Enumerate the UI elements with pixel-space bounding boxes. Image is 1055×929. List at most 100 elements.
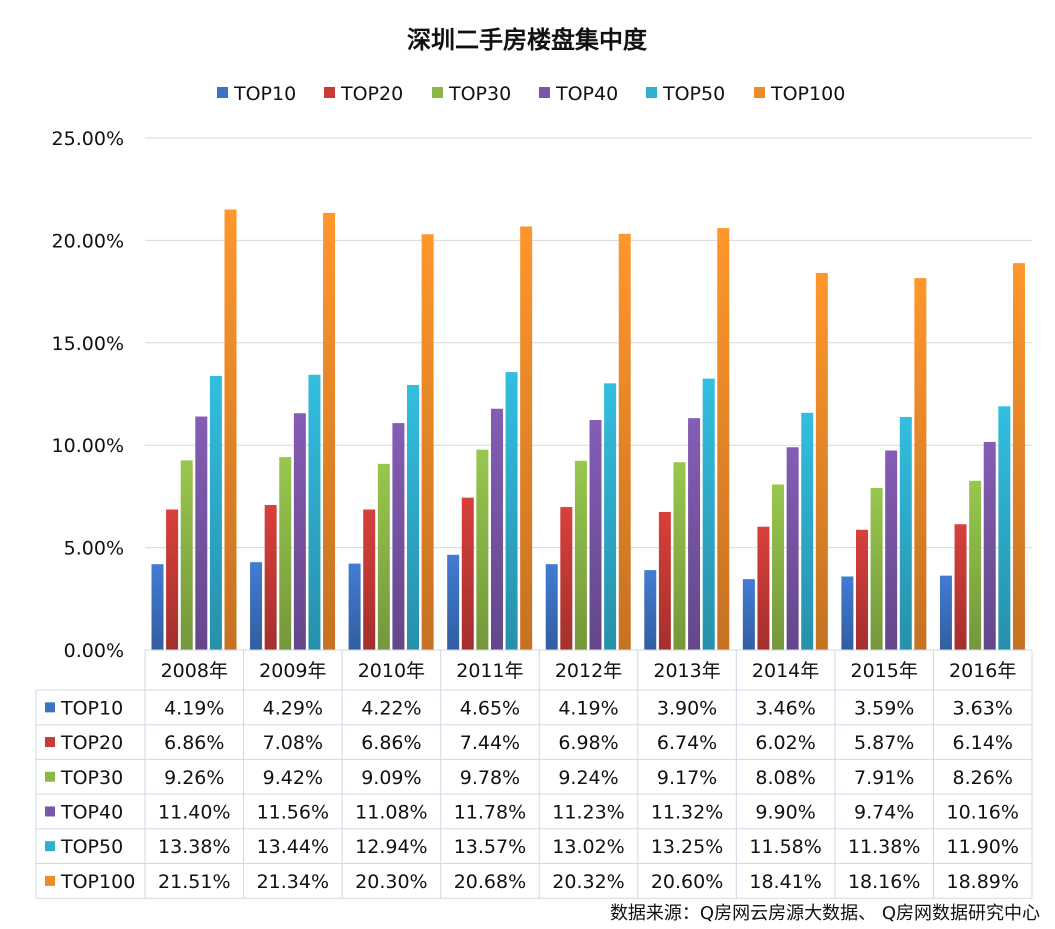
legend-swatch <box>539 87 550 98</box>
bar-top50 <box>505 372 518 650</box>
data-label: 18.16% <box>848 871 920 893</box>
data-label: 20.68% <box>454 871 526 893</box>
bar-top30 <box>969 480 982 650</box>
data-label: 9.90% <box>755 801 815 823</box>
bar-top10 <box>841 576 854 650</box>
bar-top30 <box>476 449 489 650</box>
bar-top30 <box>870 488 883 650</box>
bar-top30 <box>377 463 390 650</box>
data-label: 9.09% <box>361 767 421 789</box>
bar-top20 <box>658 511 671 650</box>
data-label: 6.98% <box>558 732 618 754</box>
data-label: 3.59% <box>854 697 914 719</box>
bar-top30 <box>673 462 686 650</box>
legend-label: TOP40 <box>555 83 618 105</box>
bars <box>151 209 1025 651</box>
bar-top40 <box>983 441 996 650</box>
table-row: TOP100 21.51% 21.34% 20.30% 20.68% 20.32% 20.6… <box>45 871 1019 893</box>
bar-top10 <box>742 579 755 650</box>
bar-top10 <box>545 564 558 650</box>
bar-top30 <box>574 460 587 650</box>
data-label: 11.56% <box>257 801 329 823</box>
bar-top20 <box>560 507 573 650</box>
row-label: TOP10 <box>60 697 123 719</box>
x-tick-label: 2016年 <box>949 660 1016 682</box>
bar-top50 <box>308 374 321 650</box>
data-label: 4.19% <box>558 697 618 719</box>
row-swatch <box>45 737 55 748</box>
bar-top10 <box>250 562 263 650</box>
data-label: 11.90% <box>946 836 1018 858</box>
bar-top100 <box>815 272 828 650</box>
bar-top40 <box>490 408 503 650</box>
data-label: 11.58% <box>749 836 821 858</box>
data-label: 9.42% <box>263 767 323 789</box>
x-tick-label: 2013年 <box>653 660 720 682</box>
bar-top10 <box>939 575 952 650</box>
table-row: TOP10 4.19% 4.29% 4.22% 4.65% 4.19% 3.90% 3.46%… <box>45 697 1013 719</box>
x-tick-label: 2012年 <box>555 660 622 682</box>
bar-top100 <box>421 234 434 651</box>
legend-label: TOP50 <box>662 83 725 105</box>
data-label: 4.65% <box>460 697 520 719</box>
legend: TOP10 TOP20 TOP30 TOP40 TOP50 TOP100 <box>217 83 845 105</box>
bar-top40 <box>786 447 799 650</box>
bar-top10 <box>151 564 164 650</box>
legend-swatch <box>646 87 657 98</box>
bar-top100 <box>717 228 730 650</box>
y-tick-label: 5.00% <box>64 538 124 560</box>
bar-top50 <box>998 406 1011 650</box>
bar-top100 <box>224 209 237 650</box>
data-label: 7.08% <box>263 732 323 754</box>
bar-top50 <box>702 378 715 650</box>
data-label: 20.30% <box>355 871 427 893</box>
data-label: 13.44% <box>257 836 329 858</box>
data-label: 4.22% <box>361 697 421 719</box>
source-note: 数据来源：Q房网云房源大数据、 Q房网数据研究中心 <box>610 903 1040 924</box>
data-label: 10.16% <box>946 801 1018 823</box>
row-swatch <box>45 702 55 713</box>
x-tick-label: 2011年 <box>456 660 523 682</box>
data-label: 21.51% <box>158 871 230 893</box>
data-label: 12.94% <box>355 836 427 858</box>
data-label: 20.32% <box>552 871 624 893</box>
legend-swatch <box>754 87 765 98</box>
data-label: 8.08% <box>755 767 815 789</box>
bar-top20 <box>363 509 376 650</box>
legend-label: TOP100 <box>770 83 845 105</box>
data-label: 6.74% <box>657 732 717 754</box>
bar-top20 <box>954 524 967 650</box>
row-swatch <box>45 841 55 852</box>
bar-top40 <box>392 423 405 650</box>
legend-item: TOP100 <box>754 83 845 105</box>
data-label: 3.63% <box>953 697 1013 719</box>
legend-label: TOP20 <box>340 83 403 105</box>
legend-label: TOP30 <box>448 83 511 105</box>
data-label: 11.78% <box>454 801 526 823</box>
bar-top40 <box>293 413 306 650</box>
bar-top30 <box>279 457 292 650</box>
y-tick-label: 25.00% <box>52 128 124 150</box>
x-tick-label: 2008年 <box>161 660 228 682</box>
row-label: TOP40 <box>60 801 123 823</box>
row-label: TOP30 <box>60 767 123 789</box>
bar-top10 <box>348 563 361 650</box>
bar-top50 <box>899 416 912 650</box>
y-tick-label: 10.00% <box>52 435 124 457</box>
data-label: 11.08% <box>355 801 427 823</box>
data-label: 11.32% <box>651 801 723 823</box>
data-label: 6.86% <box>361 732 421 754</box>
bar-top30 <box>180 460 193 650</box>
row-label: TOP50 <box>60 836 123 858</box>
data-label: 11.40% <box>158 801 230 823</box>
table-row: TOP40 11.40% 11.56% 11.08% 11.78% 11.23% 11.32… <box>45 801 1019 823</box>
bar-top50 <box>801 412 814 650</box>
x-tick-label: 2010年 <box>358 660 425 682</box>
bar-top30 <box>772 484 785 650</box>
data-label: 9.24% <box>558 767 618 789</box>
bar-top50 <box>407 384 420 650</box>
data-label: 6.02% <box>755 732 815 754</box>
data-label: 18.89% <box>946 871 1018 893</box>
bar-top10 <box>644 570 657 650</box>
y-axis: 0.00% 5.00% 10.00% 15.00% 20.00% 25.00% <box>52 128 124 662</box>
